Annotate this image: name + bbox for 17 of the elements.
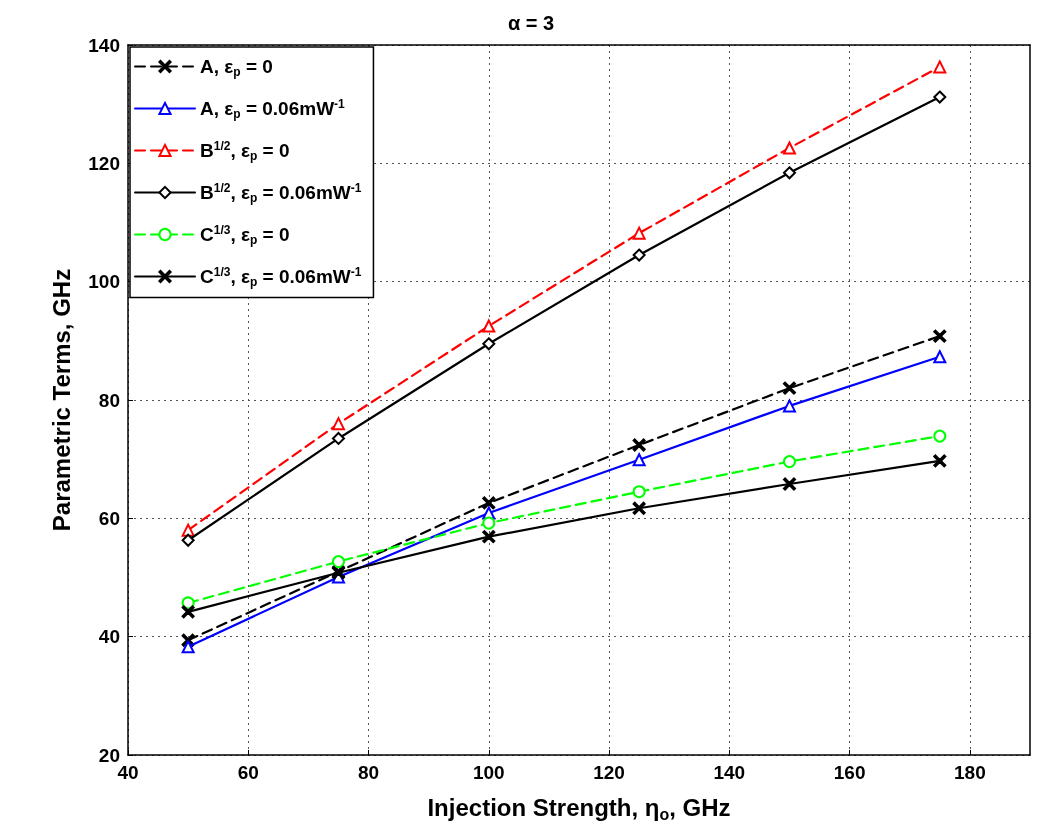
- y-tick-label: 20: [98, 744, 120, 766]
- x-tick-label: 180: [954, 762, 986, 783]
- y-tick-label: 100: [88, 271, 120, 293]
- y-axis-title: Parametric Terms, GHz: [47, 268, 75, 532]
- chart-title: α = 3: [507, 12, 555, 34]
- y-tick-label: 40: [98, 626, 120, 648]
- y-tick-label: 60: [98, 507, 120, 529]
- x-tick-label: 160: [833, 762, 866, 783]
- x-tick-label: 120: [593, 762, 625, 783]
- y-tick-label: 140: [88, 34, 120, 56]
- x-tick-label: 100: [472, 762, 505, 783]
- x-tick-label: 40: [117, 762, 139, 783]
- x-tick-label: 60: [237, 762, 259, 783]
- x-tick-label: 80: [357, 762, 380, 783]
- y-tick-label: 120: [88, 152, 120, 174]
- y-tick-label: 80: [98, 389, 120, 411]
- x-tick-label: 140: [713, 762, 746, 783]
